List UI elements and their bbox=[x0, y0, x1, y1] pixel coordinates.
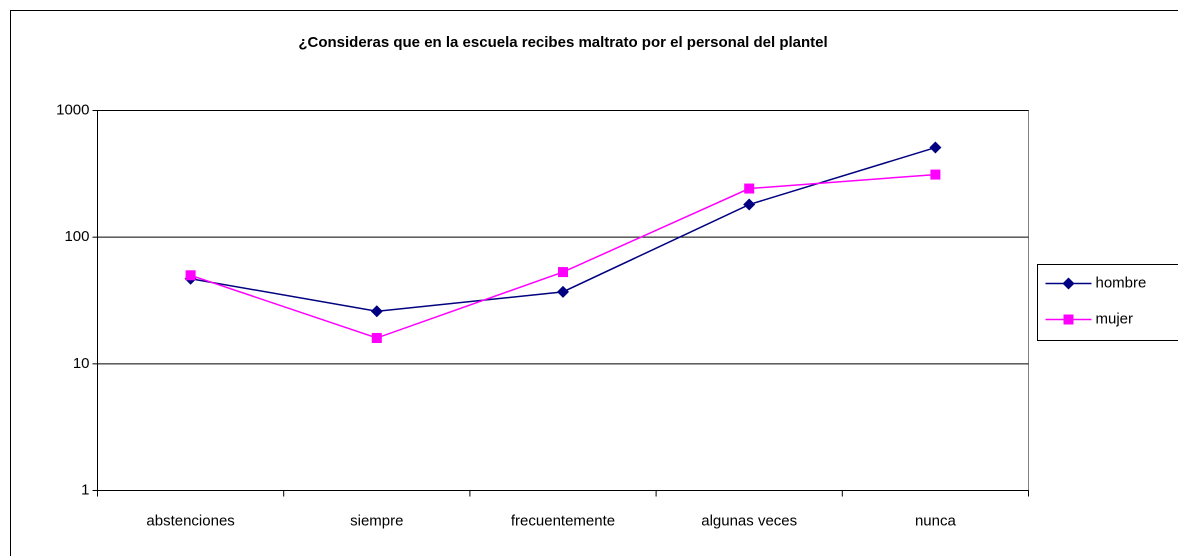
y-tick-label: 10 bbox=[73, 355, 90, 372]
plot-area bbox=[97, 110, 1029, 491]
legend-marker bbox=[1063, 314, 1074, 325]
data-point bbox=[371, 332, 382, 343]
x-tick-label: frecuentemente bbox=[511, 512, 615, 529]
y-tick-label: 100 bbox=[64, 228, 89, 245]
chart-title: ¿Consideras que en la escuela recibes ma… bbox=[298, 34, 827, 51]
data-point bbox=[557, 285, 569, 298]
legend-label: hombre bbox=[1096, 274, 1147, 291]
y-tick-label: 1 bbox=[81, 481, 89, 498]
x-tick-label: abstenciones bbox=[146, 512, 234, 529]
legend-label: mujer bbox=[1096, 310, 1134, 327]
x-tick-label: siempre bbox=[350, 512, 403, 529]
data-point bbox=[743, 198, 756, 211]
data-point bbox=[930, 169, 941, 180]
data-point bbox=[929, 141, 942, 154]
x-tick-label: algunas veces bbox=[701, 512, 797, 529]
data-point bbox=[370, 305, 383, 318]
y-tick-label: 1000 bbox=[56, 101, 89, 118]
x-tick-label: nunca bbox=[915, 512, 957, 529]
legend-marker bbox=[1062, 277, 1075, 290]
data-point bbox=[558, 267, 568, 278]
data-point bbox=[185, 270, 196, 281]
data-point bbox=[744, 183, 755, 194]
legend-box bbox=[1037, 264, 1178, 341]
